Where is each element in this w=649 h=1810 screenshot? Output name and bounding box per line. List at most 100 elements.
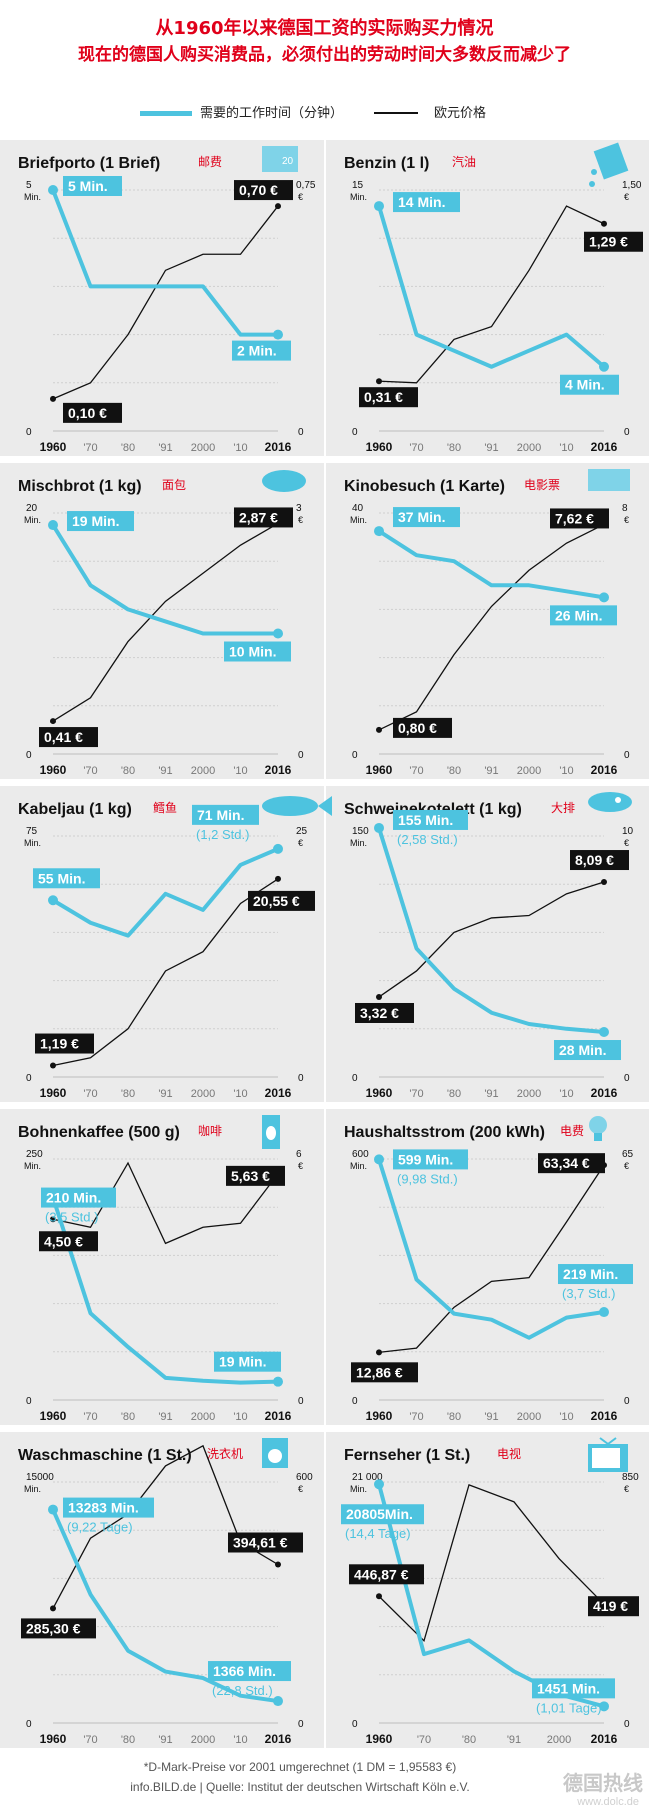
mischbrot-right-unit: € — [298, 515, 303, 525]
benzin-xtick: 2000 — [517, 442, 541, 454]
briefporto-xtick: '10 — [233, 442, 247, 454]
schweinekotelett-xtick: 2016 — [591, 1086, 618, 1100]
kinobesuch-xtick: '91 — [484, 765, 498, 777]
waschmaschine-price-start-dot — [50, 1605, 56, 1612]
waschmaschine-price-end-label: 394,61 € — [228, 1532, 303, 1553]
schweinekotelett-minutes-end-label-bg — [554, 1040, 621, 1061]
benzin-minutes-start-label: 14 Min. — [393, 192, 460, 213]
briefporto-minutes-end-dot — [273, 329, 283, 340]
mischbrot-xtick: 2016 — [265, 763, 292, 777]
kinobesuch-right-unit: € — [624, 515, 629, 525]
briefporto-price-start-dot — [50, 395, 56, 402]
benzin-title-cn: 汽油 — [452, 154, 476, 169]
briefporto-price-end-dot — [275, 203, 281, 210]
benzin-right-max: 1,50 — [622, 180, 642, 191]
briefporto-xtick: '70 — [83, 442, 97, 454]
kinobesuch-price-start-label: 0,80 € — [393, 717, 452, 738]
haushaltsstrom-minutes-end-dot — [599, 1307, 609, 1318]
haushaltsstrom-price-end-label: 63,34 € — [538, 1153, 605, 1174]
coffee-pack-icon — [262, 1115, 280, 1149]
mischbrot-minutes-start-dot — [48, 520, 58, 531]
haushaltsstrom-right-zero: 0 — [624, 1396, 630, 1407]
bohnenkaffee-price-start-label-bg — [39, 1231, 98, 1252]
bohnenkaffee-minutes-start-label-sub: (3,5 Std.) — [45, 1210, 98, 1225]
legend-black-swatch — [374, 112, 418, 114]
legend-blue-label: 需要的工作时间（分钟） — [200, 106, 344, 121]
fernseher-title: Fernseher (1 St.) — [344, 1447, 470, 1464]
kinobesuch-minutes-end-label-text: 26 Min. — [555, 607, 602, 623]
kinobesuch-xtick: '80 — [447, 765, 461, 777]
schweinekotelett-minutes-end-dot — [599, 1027, 609, 1038]
haushaltsstrom-title-cn: 电费 — [560, 1124, 584, 1138]
fernseher-price-start-label: 446,87 € — [349, 1564, 424, 1585]
bohnenkaffee-title: Bohnenkaffee (500 g) — [18, 1124, 180, 1141]
mischbrot-price-end-label-bg — [234, 507, 293, 528]
benzin-minutes-start-dot — [374, 201, 384, 212]
fernseher-right-zero: 0 — [624, 1719, 630, 1730]
waschmaschine-right-unit: € — [298, 1484, 303, 1494]
kinobesuch-right-max: 8 — [622, 503, 628, 514]
stamp-body — [262, 146, 298, 172]
waschmaschine-price-end-dot — [275, 1561, 281, 1568]
kabeljau-price-end-label: 20,55 € — [248, 890, 315, 911]
waschmaschine-xtick: '80 — [121, 1734, 135, 1746]
haushaltsstrom-xtick: 2016 — [591, 1409, 618, 1423]
bohnenkaffee-xtick: '70 — [83, 1411, 97, 1423]
kinobesuch-xtick: 2016 — [591, 763, 618, 777]
briefporto-minutes-start-dot — [48, 185, 58, 195]
schweinekotelett-title: Schweinekotelett (1 kg) — [344, 801, 522, 818]
kabeljau-minutes-end-label: 71 Min. (1,2 Std.) — [192, 804, 259, 842]
drop-1 — [591, 169, 597, 175]
waschmaschine-xtick: 2000 — [191, 1734, 215, 1746]
schweinekotelett-minutes-end-label-text: 28 Min. — [559, 1042, 606, 1058]
haushaltsstrom-price-start-label-bg — [351, 1362, 418, 1383]
haushaltsstrom-right-max: 65 — [622, 1149, 634, 1160]
stamp-icon: 20 — [262, 146, 298, 172]
kinobesuch-minutes-end-label: 26 Min. — [550, 605, 617, 626]
waschmaschine-title-cn: 洗衣机 — [207, 1446, 243, 1461]
bohnenkaffee-price-end-label-text: 5,63 € — [231, 1168, 270, 1184]
mischbrot-title-cn: 面包 — [162, 478, 186, 492]
bohnenkaffee-right-unit: € — [298, 1161, 303, 1171]
briefporto-minutes-start-label-text: 5 Min. — [68, 178, 108, 194]
kabeljau-minutes-start-dot — [48, 895, 58, 906]
haushaltsstrom-price-start-label-text: 12,86 € — [356, 1364, 403, 1380]
waschmaschine-minutes-end-label: 1366 Min. (22,8 Std.) — [208, 1661, 291, 1698]
mischbrot-price-line — [52, 522, 279, 722]
fernseher-left-unit: Min. — [350, 1484, 367, 1494]
fuel-can-icon — [589, 142, 629, 187]
benzin-minutes-end-label: 4 Min. — [560, 374, 619, 395]
benzin-left-unit: Min. — [350, 192, 367, 202]
fernseher-xtick: 1960 — [366, 1732, 393, 1746]
benzin-xtick: 1960 — [366, 440, 393, 454]
kinobesuch-xtick: 2000 — [517, 765, 541, 777]
benzin-minutes-start-label-text: 14 Min. — [398, 194, 445, 210]
fernseher-xtick: 2016 — [591, 1732, 618, 1746]
fish-tail — [318, 796, 332, 816]
fernseher-minutes-end-dot — [599, 1701, 609, 1712]
briefporto-left-max: 5 — [26, 180, 32, 191]
haushaltsstrom-xtick: '91 — [484, 1411, 498, 1423]
briefporto-price-start-label-bg — [63, 402, 122, 423]
fernseher-minutes-start-label-bg — [341, 1504, 424, 1525]
haushaltsstrom-minutes-start-label: 599 Min. (9,98 Std.) — [393, 1149, 468, 1186]
benzin-price-start-label-bg — [359, 387, 418, 408]
kinobesuch-minutes-start-label: 37 Min. — [393, 507, 460, 528]
haushaltsstrom-title: Haushaltsstrom (200 kWh) — [344, 1124, 545, 1141]
benzin-minutes-line — [377, 205, 606, 369]
fernseher-price-start-dot — [376, 1593, 382, 1600]
can-body — [593, 142, 629, 180]
bohnenkaffee-right-max: 6 — [296, 1149, 302, 1160]
schweinekotelett-xtick: '80 — [447, 1088, 461, 1100]
waschmaschine-xtick: 2016 — [265, 1732, 292, 1746]
bohnenkaffee-minutes-end-label: 19 Min. — [214, 1351, 281, 1372]
mischbrot-left-zero: 0 — [26, 750, 32, 761]
bread-icon — [262, 470, 306, 492]
schweinekotelett-right-zero: 0 — [624, 1073, 630, 1084]
kabeljau-right-max: 25 — [296, 826, 308, 837]
benzin-price-start-dot — [376, 378, 382, 385]
kabeljau-xtick: 2016 — [265, 1086, 292, 1100]
kinobesuch-minutes-start-label-bg — [393, 507, 460, 528]
fish-icon — [262, 796, 332, 816]
